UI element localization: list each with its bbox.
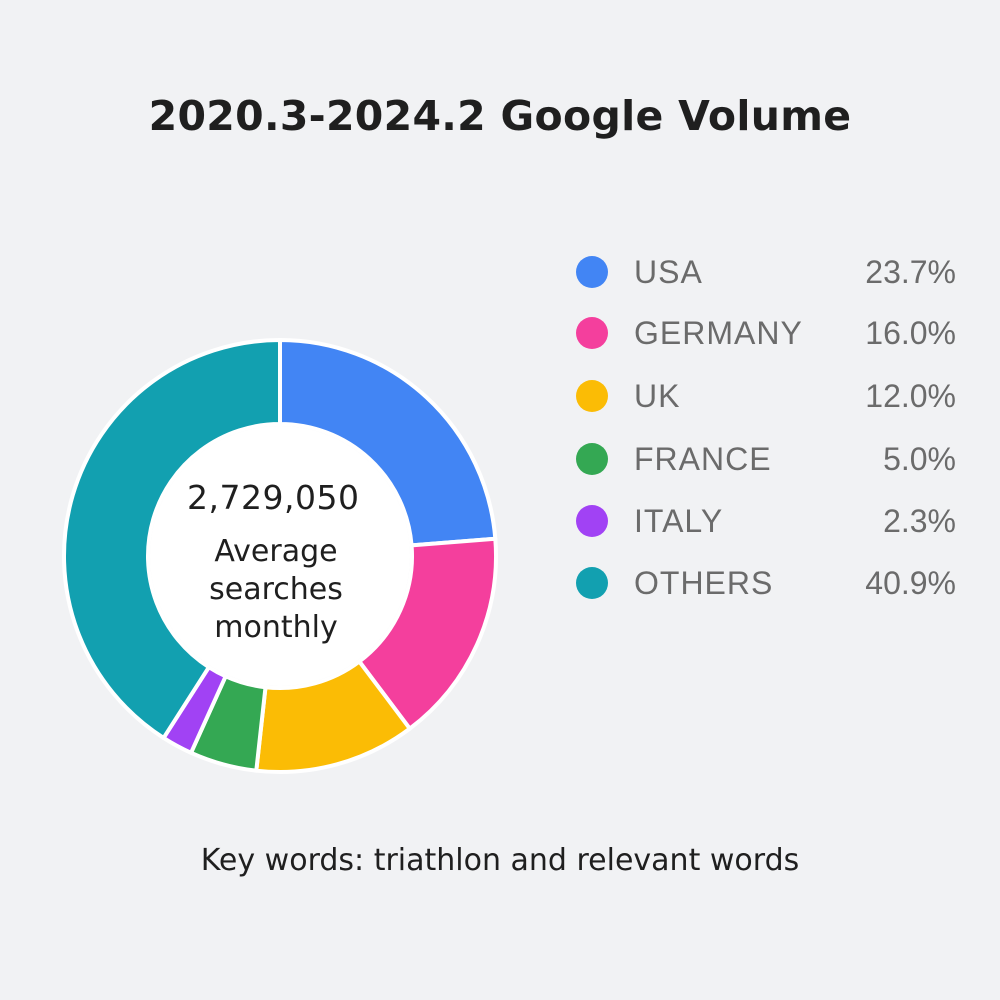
legend-value: 2.3%: [883, 503, 956, 539]
legend-item-germany: GERMANY 16.0%: [576, 313, 966, 353]
donut-chart: [62, 338, 498, 774]
donut-slice-usa: [278, 338, 498, 548]
legend-item-italy: ITALY 2.3%: [576, 501, 966, 541]
legend-swatch: [576, 567, 608, 599]
chart-title: 2020.3-2024.2 Google Volume: [148, 92, 852, 140]
legend-swatch: [576, 317, 608, 349]
donut-slice-others: [62, 338, 282, 740]
legend-item-others: OTHERS 40.9%: [576, 563, 966, 603]
legend-value: 16.0%: [865, 315, 956, 351]
legend-swatch: [576, 256, 608, 288]
legend-value: 5.0%: [883, 441, 956, 477]
legend-value: 23.7%: [865, 254, 956, 290]
legend-value: 40.9%: [865, 565, 956, 601]
legend-item-france: FRANCE 5.0%: [576, 439, 966, 479]
legend-label: USA: [634, 254, 703, 290]
keywords-note: Key words: triathlon and relevant words: [200, 843, 800, 878]
legend-label: GERMANY: [634, 315, 803, 351]
legend-item-usa: USA 23.7%: [576, 252, 966, 292]
legend-swatch: [576, 380, 608, 412]
legend-swatch: [576, 505, 608, 537]
legend-item-uk: UK 12.0%: [576, 376, 966, 416]
legend-label: OTHERS: [634, 565, 774, 601]
total-searches-value: 2,729,050: [187, 478, 360, 517]
legend-label: UK: [634, 378, 681, 414]
legend-label: FRANCE: [634, 441, 772, 477]
legend-swatch: [576, 443, 608, 475]
total-searches-caption: Average searches monthly: [209, 534, 343, 645]
legend-value: 12.0%: [865, 378, 956, 414]
donut-hole: [150, 426, 410, 686]
legend-label: ITALY: [634, 503, 724, 539]
